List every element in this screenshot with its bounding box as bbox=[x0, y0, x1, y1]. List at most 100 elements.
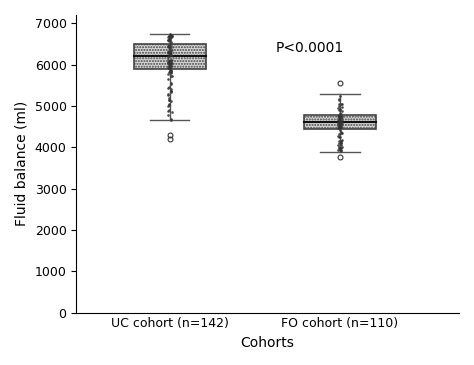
Point bbox=[167, 88, 174, 93]
Point bbox=[337, 101, 345, 107]
Point bbox=[164, 60, 172, 66]
Point bbox=[336, 119, 344, 125]
Point bbox=[167, 32, 175, 38]
Point bbox=[337, 112, 344, 118]
Point bbox=[164, 56, 172, 62]
Point bbox=[166, 50, 174, 56]
Point bbox=[166, 43, 173, 49]
Point bbox=[165, 84, 173, 90]
Point bbox=[164, 43, 172, 49]
Point bbox=[337, 125, 344, 131]
Point bbox=[338, 130, 346, 136]
Point bbox=[336, 114, 343, 119]
Point bbox=[165, 33, 173, 39]
Point bbox=[337, 119, 345, 124]
Point bbox=[335, 115, 342, 121]
Point bbox=[166, 37, 173, 43]
Point bbox=[166, 41, 173, 47]
Point bbox=[337, 107, 344, 112]
Point bbox=[168, 109, 175, 115]
Point bbox=[337, 112, 344, 118]
Point bbox=[168, 32, 175, 38]
Point bbox=[166, 58, 174, 64]
Point bbox=[338, 120, 346, 126]
Point bbox=[167, 60, 175, 66]
Point bbox=[165, 33, 173, 39]
Point bbox=[164, 43, 172, 49]
Point bbox=[334, 123, 342, 129]
Point bbox=[165, 62, 173, 68]
Point bbox=[164, 57, 172, 63]
Point bbox=[168, 42, 175, 47]
Point bbox=[167, 60, 175, 66]
Point bbox=[166, 66, 173, 72]
Point bbox=[337, 124, 344, 130]
Point bbox=[335, 116, 343, 122]
Point bbox=[335, 117, 342, 123]
Point bbox=[164, 59, 172, 65]
Point bbox=[335, 133, 342, 139]
Point bbox=[336, 107, 344, 113]
Point bbox=[335, 124, 343, 130]
Point bbox=[166, 46, 174, 51]
Point bbox=[166, 43, 173, 49]
Point bbox=[338, 113, 346, 119]
Point bbox=[338, 104, 346, 110]
Point bbox=[164, 49, 172, 54]
Point bbox=[335, 125, 343, 131]
Point bbox=[335, 123, 342, 129]
Point bbox=[167, 64, 175, 69]
Point bbox=[166, 62, 173, 68]
Point bbox=[166, 46, 173, 52]
Point bbox=[337, 111, 345, 117]
Point bbox=[164, 63, 172, 69]
Point bbox=[335, 123, 342, 129]
Point bbox=[167, 69, 174, 75]
Point bbox=[165, 58, 173, 64]
Point bbox=[165, 97, 173, 103]
Point bbox=[338, 108, 346, 114]
Point bbox=[336, 124, 344, 130]
Point bbox=[335, 116, 343, 122]
Point bbox=[165, 33, 173, 39]
Point bbox=[336, 135, 344, 141]
Point bbox=[334, 119, 342, 125]
Point bbox=[166, 32, 174, 38]
Point bbox=[336, 146, 343, 152]
Point bbox=[168, 73, 176, 79]
Point bbox=[335, 144, 342, 150]
Point bbox=[335, 125, 343, 131]
Point bbox=[164, 60, 172, 66]
Point bbox=[337, 138, 345, 143]
Point bbox=[167, 48, 174, 54]
Point bbox=[164, 92, 172, 98]
Point bbox=[336, 123, 343, 129]
Point bbox=[335, 123, 342, 128]
Point bbox=[167, 89, 175, 95]
Point bbox=[164, 60, 172, 66]
Point bbox=[337, 124, 345, 130]
Point bbox=[166, 32, 174, 38]
Point bbox=[164, 43, 172, 49]
Point bbox=[168, 86, 175, 92]
Point bbox=[338, 101, 346, 107]
Point bbox=[335, 114, 343, 120]
Point bbox=[167, 68, 175, 73]
Point bbox=[164, 59, 172, 65]
Point bbox=[168, 64, 175, 69]
Point bbox=[166, 52, 173, 58]
Point bbox=[164, 49, 172, 55]
Point bbox=[336, 93, 344, 99]
Point bbox=[337, 145, 345, 151]
Point bbox=[164, 54, 172, 59]
Point bbox=[164, 92, 172, 97]
Point bbox=[337, 117, 345, 123]
Point bbox=[337, 120, 345, 126]
Point bbox=[335, 119, 342, 125]
Point bbox=[165, 33, 173, 39]
Point bbox=[165, 49, 173, 55]
Point bbox=[164, 59, 172, 65]
FancyBboxPatch shape bbox=[134, 44, 206, 69]
Point bbox=[168, 60, 175, 66]
Point bbox=[338, 117, 346, 123]
